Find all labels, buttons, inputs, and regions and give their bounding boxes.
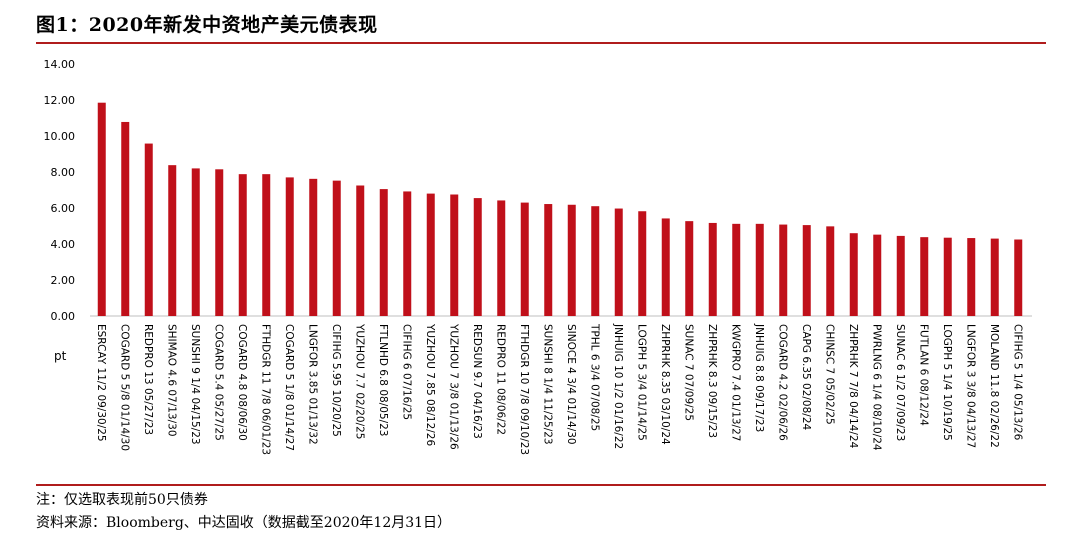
bar xyxy=(638,211,647,316)
x-tick-label: REDPRO 11 08/06/22 xyxy=(494,324,506,435)
x-tick-label: CIFIHG 5 1/4 05/13/26 xyxy=(1011,324,1023,441)
x-tick-label: CIFIHG 6 07/16/25 xyxy=(400,324,412,420)
bar xyxy=(779,224,788,316)
bar xyxy=(238,174,247,316)
x-tick-label: FUTLAN 6 08/12/24 xyxy=(917,324,929,426)
bar xyxy=(849,233,858,316)
x-tick-label: FTLNHD 6.8 08/05/23 xyxy=(377,324,389,437)
bar xyxy=(967,238,976,316)
x-tick-label: LOGPH 5 1/4 10/19/25 xyxy=(941,324,953,441)
x-tick-label: COGARD 5 1/8 01/14/27 xyxy=(283,324,295,451)
bar xyxy=(755,223,764,316)
x-tick-label: COGARD 4.8 08/06/30 xyxy=(236,324,248,441)
bar xyxy=(379,189,388,316)
y-tick-label: 2.00 xyxy=(51,274,76,287)
x-axis-labels: ESRCAY 11/2 09/30/25 COGARD 5 5/8 01/14/3… xyxy=(95,323,1024,455)
x-tick-label: KWGPRO 7.4 01/13/27 xyxy=(729,324,741,441)
bar xyxy=(403,191,412,316)
y-tick-label: 4.00 xyxy=(51,238,76,251)
bar xyxy=(826,226,835,316)
x-tick-label: ZHPRHK 8.35 03/10/24 xyxy=(659,324,671,445)
x-tick-label: ESRCAY 11/2 09/30/25 xyxy=(95,324,107,442)
bar xyxy=(309,178,318,316)
x-tick-label: SUNSHI 8 1/4 11/25/23 xyxy=(541,324,553,445)
bar xyxy=(661,218,670,316)
y-tick-label: 14.00 xyxy=(44,58,76,71)
x-tick-label: COGARD 5.4 05/27/25 xyxy=(212,324,224,441)
x-tick-label: SHIMAO 4.6 07/13/30 xyxy=(165,324,177,437)
x-tick-label: YUZHOU 7.7 02/20/25 xyxy=(353,323,365,440)
bar xyxy=(520,202,529,316)
x-tick-label: JNHUIG 10 1/2 01/16/22 xyxy=(612,323,624,449)
bar xyxy=(920,237,929,316)
bar xyxy=(873,234,882,316)
x-tick-label: YUZHOU 7 3/8 01/13/26 xyxy=(447,323,459,450)
x-tick-label: REDSUN 9.7 04/16/23 xyxy=(471,324,483,439)
bar xyxy=(450,194,459,316)
chart-title: 图1：2020年新发中资地产美元债表现 xyxy=(36,14,378,36)
bar xyxy=(215,169,224,316)
x-tick-label: TPHL 6 3/4 07/08/25 xyxy=(588,323,600,431)
y-tick-label: 8.00 xyxy=(51,166,76,179)
bar-chart: 0.00 2.00 4.00 6.00 8.00 10.00 12.00 14.00 ESRC… xyxy=(44,58,1032,455)
source-note: 资料来源：Bloomberg、中达固收（数据截至2020年12月31日） xyxy=(36,515,452,531)
x-tick-label: COGARD 4.2 02/06/26 xyxy=(776,324,788,441)
bar xyxy=(285,177,294,316)
y-tick-label: 6.00 xyxy=(51,202,76,215)
x-tick-label: LOGPH 5 3/4 01/14/25 xyxy=(635,324,647,441)
y-tick-label: 0.00 xyxy=(51,310,76,323)
bar xyxy=(1014,239,1023,316)
x-tick-label: PWRLNG 6 1/4 08/10/24 xyxy=(870,324,882,451)
bars xyxy=(97,102,1023,317)
x-tick-label: MOLAND 11.8 02/26/22 xyxy=(988,324,1000,448)
bar xyxy=(168,165,177,316)
y-tick-label: 12.00 xyxy=(44,94,76,107)
bar xyxy=(896,235,905,316)
bar xyxy=(191,168,200,316)
y-axis-unit: pt xyxy=(54,349,67,363)
bar xyxy=(708,222,717,316)
x-tick-label: SUNAC 7 07/09/25 xyxy=(682,324,694,421)
bar xyxy=(614,208,623,316)
bar xyxy=(144,143,153,316)
bar xyxy=(544,204,553,316)
x-tick-label: COGARD 5 5/8 01/14/30 xyxy=(118,324,130,451)
x-tick-label: LNGFOR 3 3/8 04/13/27 xyxy=(964,324,976,448)
x-tick-label: SINOCE 4 3/4 01/14/30 xyxy=(565,324,577,445)
bar xyxy=(685,221,694,316)
bar xyxy=(802,225,811,316)
footer-rule xyxy=(36,484,1046,486)
x-tick-label: LNGFOR 3.85 01/13/32 xyxy=(306,324,318,445)
x-tick-label: CAPG 6.35 02/08/24 xyxy=(800,324,812,431)
bar xyxy=(473,198,482,316)
x-tick-label: FTHDGR 11 7/8 06/01/23 xyxy=(259,324,271,455)
x-tick-label: ZHPRHK 7 7/8 04/14/24 xyxy=(847,324,859,449)
x-tick-label: CIFIHG 5.95 10/20/25 xyxy=(330,324,342,437)
bar xyxy=(332,180,341,316)
x-tick-label: REDPRO 13 05/27/23 xyxy=(142,324,154,435)
bar xyxy=(990,238,999,316)
bar xyxy=(121,121,130,317)
x-tick-label: CHINSC 7 05/02/25 xyxy=(823,324,835,425)
bar xyxy=(497,200,506,316)
footnote: 注：仅选取表现前50只债券 xyxy=(36,492,208,508)
x-tick-label: SUNSHI 9 1/4 04/15/23 xyxy=(189,324,201,445)
bar xyxy=(97,102,106,316)
y-tick-label: 10.00 xyxy=(44,130,76,143)
x-tick-label: YUZHOU 7.85 08/12/26 xyxy=(424,323,436,446)
title-rule xyxy=(36,42,1046,44)
bar xyxy=(426,193,435,316)
x-tick-label: ZHPRHK 8.3 09/15/23 xyxy=(706,324,718,438)
x-tick-label: FTHDGR 10 7/8 09/10/23 xyxy=(518,324,530,455)
bar xyxy=(591,206,600,316)
x-tick-label: SUNAC 6 1/2 07/09/23 xyxy=(894,324,906,441)
bar xyxy=(356,185,365,316)
x-tick-label: JNHUIG 8.8 09/17/23 xyxy=(753,323,765,432)
bar xyxy=(732,223,741,316)
bar xyxy=(943,237,952,316)
bar xyxy=(567,204,576,316)
bar xyxy=(262,174,271,316)
